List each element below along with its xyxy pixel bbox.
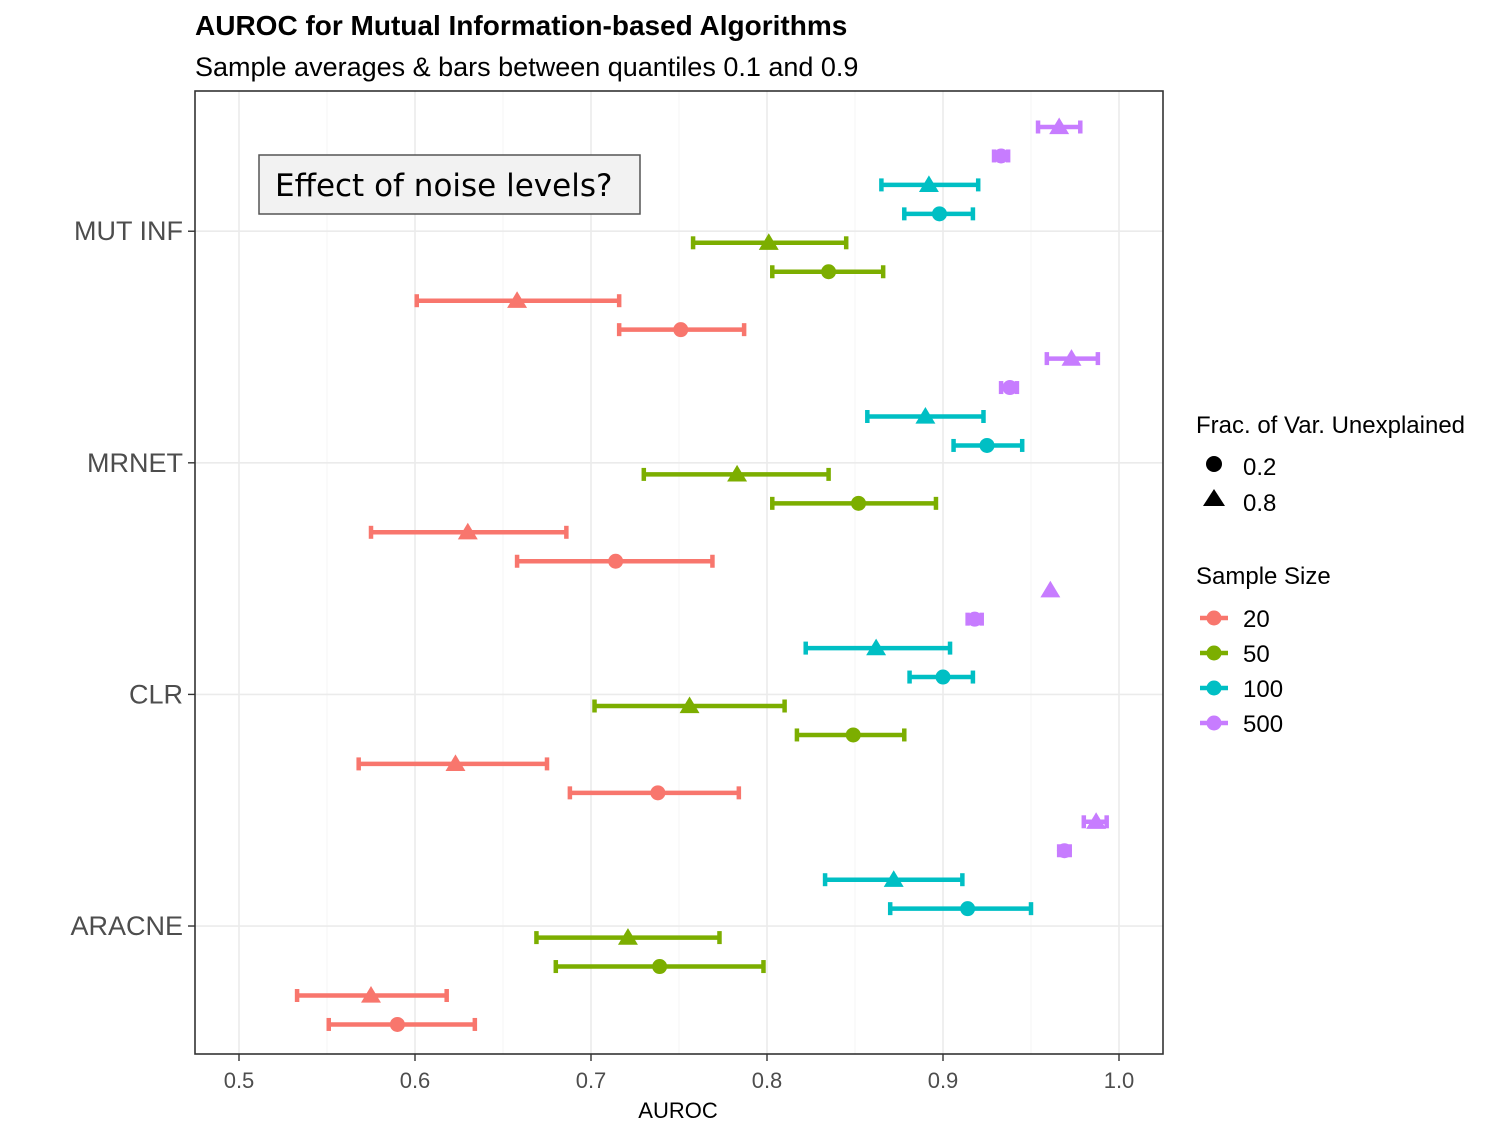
x-tick-label: 0.7 [576, 1068, 607, 1093]
x-tick-label: 0.9 [928, 1068, 959, 1093]
point-circle [979, 437, 995, 453]
annotation-frame [258, 154, 641, 215]
x-tick-label: 0.6 [400, 1068, 431, 1093]
legend-color-label: 500 [1243, 711, 1283, 738]
point-circle [967, 611, 983, 627]
point-triangle [617, 928, 638, 945]
legend-color-dot [1206, 715, 1222, 731]
point-triangle [445, 754, 466, 772]
legend-circle-icon [1206, 456, 1222, 472]
legend-color-dot [1206, 680, 1222, 696]
gridlines [195, 91, 1163, 1054]
point-triangle [918, 175, 939, 193]
annotation-text: Effect of noise levels? [275, 168, 612, 204]
x-axis-label: AUROC [638, 1098, 718, 1123]
point-triangle [1061, 349, 1082, 366]
point-triangle [507, 291, 528, 308]
point-circle [851, 495, 867, 511]
legend-color-label: 100 [1243, 676, 1283, 703]
x-axis: 0.5 0.6 0.7 0.8 0.9 1.0 [224, 1054, 1135, 1093]
point-circle [935, 669, 951, 685]
legend-color-label: 20 [1243, 606, 1270, 633]
point-triangle [915, 407, 936, 424]
legend-shape-label-1: 0.8 [1243, 490, 1276, 517]
data-points [361, 117, 1107, 1032]
chart-subtitle: Sample averages & bars between quantiles… [195, 52, 858, 82]
x-tick-label: 1.0 [1104, 1068, 1135, 1093]
point-circle [389, 1016, 405, 1032]
point-triangle [883, 870, 904, 887]
legend-color-dot [1206, 610, 1222, 626]
point-circle [1056, 843, 1072, 859]
point-triangle [361, 986, 381, 1003]
plot-border [194, 90, 1164, 1055]
y-axis: MUT INF MRNET CLR ARACNE [70, 216, 195, 941]
point-circle [1002, 380, 1018, 396]
point-circle [650, 785, 666, 801]
point-circle [652, 959, 668, 975]
legend-color: Sample Size 20 50 100 500 [1196, 563, 1331, 738]
point-circle [673, 322, 689, 338]
point-circle [993, 148, 1009, 164]
point-circle [608, 553, 624, 569]
y-tick-label: ARACNE [70, 911, 183, 941]
point-circle [845, 727, 861, 743]
point-triangle [1086, 812, 1107, 829]
y-tick-label: MRNET [87, 448, 183, 478]
point-triangle [457, 522, 478, 540]
point-circle [960, 901, 976, 917]
y-tick-label: MUT INF [74, 216, 183, 246]
x-tick-label: 0.5 [224, 1068, 255, 1093]
point-triangle [1040, 580, 1061, 598]
legend-triangle-icon [1203, 489, 1225, 506]
point-triangle [679, 696, 700, 714]
point-triangle [727, 464, 748, 482]
point-triangle [1049, 117, 1070, 135]
point-triangle [758, 233, 779, 250]
legend-color-label: 50 [1243, 641, 1270, 668]
point-triangle [866, 638, 887, 656]
x-tick-label: 0.8 [752, 1068, 783, 1093]
point-circle [821, 264, 837, 280]
point-circle [931, 206, 947, 222]
annotation-box: Effect of noise levels? [258, 154, 641, 215]
legend-shape-label-0: 0.2 [1243, 454, 1276, 481]
y-tick-label: CLR [129, 679, 183, 709]
legend-color-dot [1206, 645, 1222, 661]
legend-shape: Frac. of Var. Unexplained 0.2 0.8 [1196, 412, 1465, 517]
legend-color-title: Sample Size [1196, 563, 1331, 590]
chart-title: AUROC for Mutual Information-based Algor… [195, 10, 847, 41]
legend-shape-title: Frac. of Var. Unexplained [1196, 412, 1465, 439]
